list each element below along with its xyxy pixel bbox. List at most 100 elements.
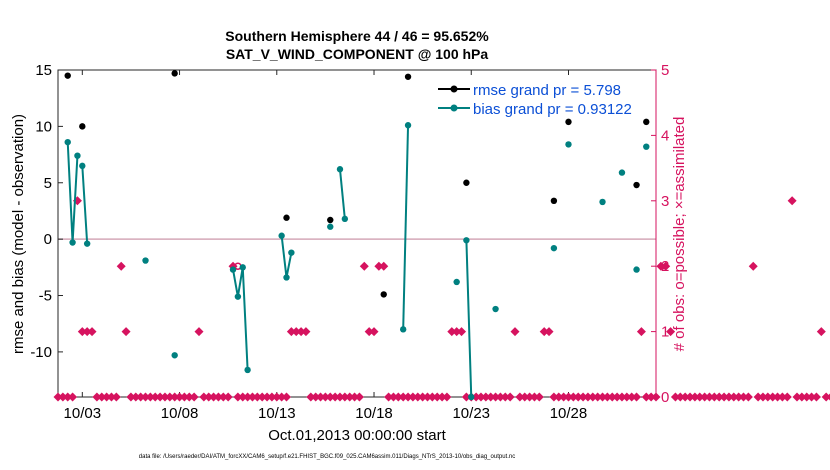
assimilated-marker [340,392,350,402]
y-tick-label-left: -10 [30,344,52,361]
bias-line-segment [465,240,473,398]
assimilated-marker [199,392,209,402]
bias-line-segment [338,169,346,219]
bias-point [618,169,626,176]
y-tick-label-left: 10 [35,118,52,135]
legend-rmse-marker [450,85,458,93]
legend-rmse-label: rmse grand pr = 5.798 [473,82,621,99]
assimilated-marker [539,327,549,337]
assimilated-marker [155,392,165,402]
assimilated-marker [729,392,739,402]
rmse-point [64,72,71,79]
assimilated-marker [622,392,632,402]
assimilated-marker [471,392,481,402]
assimilated-marker [773,392,783,402]
bias-point [550,244,558,252]
y-tick-label-right: 0 [661,389,669,406]
bias-point [64,138,71,146]
assimilated-marker [218,392,228,402]
assimilated-marker [724,392,734,402]
assimilated-marker [495,392,505,402]
assimilated-marker [636,327,646,337]
assimilated-marker [330,392,340,402]
assimilated-marker [505,392,515,402]
bias-point [468,393,475,401]
legend-bias-marker [450,104,458,112]
assimilated-marker [272,392,282,402]
assimilated-marker [617,392,627,402]
assimilated-marker [141,392,151,402]
assimilated-marker [563,392,573,402]
x-tick-label: 10/28 [550,405,588,422]
assimilated-marker [374,261,384,271]
assimilated-marker [583,392,593,402]
bias-point [142,257,149,264]
assimilated-marker [515,392,525,402]
assimilated-marker [325,392,335,402]
assimilated-marker [549,392,559,402]
assimilated-marker [247,392,257,402]
assimilated-marker [598,392,608,402]
bias-point [278,232,285,239]
bias-line-segment [280,235,293,278]
assimilated-marker [714,392,724,402]
assimilated-marker [641,392,651,402]
rmse-point [380,291,387,298]
bias-line-segment [81,165,89,244]
assimilated-marker [286,327,296,337]
x-axis-label: Oct.01,2013 00:00:00 start [268,427,446,444]
assimilated-marker [238,392,248,402]
assimilated-marker [364,327,374,337]
bias-point [565,141,572,148]
bias-point [336,166,344,173]
assimilated-marker [121,327,131,337]
assimilated-marker [204,392,214,402]
assimilated-marker [447,327,457,337]
assimilated-marker [408,392,418,402]
bias-point [74,152,81,159]
assimilated-marker [335,392,345,402]
assimilated-marker [651,392,661,402]
assimilated-marker [573,392,583,402]
plot-area: 10/03 10/08 10/13 10/18 10/23 10/28-10-505101… [30,62,830,422]
assimilated-marker [748,261,758,271]
legend: rmse grand pr = 5.798 bias grand pr = 0.… [438,82,632,118]
assimilated-marker [743,392,753,402]
assimilated-marker [476,392,486,402]
assimilated-marker [282,392,292,402]
assimilated-marker [816,327,826,337]
assimilated-marker [607,392,617,402]
assimilated-marker [452,327,462,337]
assimilated-marker [632,392,642,402]
bias-point [69,239,76,246]
assimilated-marker [160,392,170,402]
assimilated-marker [311,392,321,402]
assimilated-marker [709,392,719,402]
axes-frame [57,69,657,398]
bias-point [404,122,412,129]
assimilated-marker [175,392,185,402]
assimilated-marker [695,392,705,402]
bias-point [463,237,470,244]
y-tick-label-right: 1 [661,324,669,341]
assimilated-marker [690,392,700,402]
assimilated-marker [92,392,102,402]
assimilated-marker [627,392,637,402]
rmse-point [283,214,290,221]
assimilated-marker [432,392,442,402]
assimilated-marker [97,392,107,402]
y-tick-label-right: 5 [661,62,669,79]
assimilated-marker [670,392,680,402]
bias-point [234,293,242,300]
assimilated-marker [787,196,797,206]
assimilated-marker [719,392,729,402]
assimilated-marker [593,392,603,402]
bias-point [288,249,295,256]
assimilated-marker [520,392,530,402]
assimilated-marker [734,392,744,402]
assimilated-marker [427,392,437,402]
assimilated-marker [486,392,496,402]
bias-point [341,215,349,223]
assimilated-marker [106,392,116,402]
assimilated-marker [666,327,676,337]
